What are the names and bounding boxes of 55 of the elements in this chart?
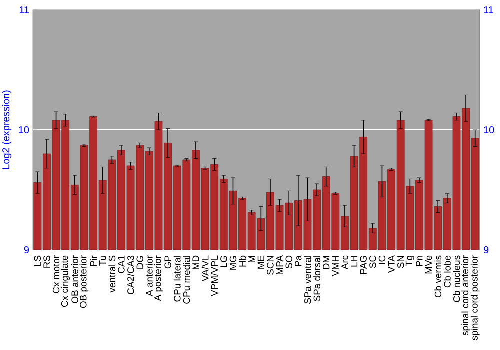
y-tick-label: 10 [19,126,30,134]
x-tick-label: PAG [360,256,367,274]
x-tick-label: MPA [276,255,284,274]
y2-tick-label: 9 [484,246,489,254]
x-tick-label: Tg [406,256,414,266]
x-tick-label: M [248,256,256,263]
x-tick-label: Pn [416,256,423,266]
x-tick-label: A anterior [146,256,153,296]
x-tick-label: spinal cord anterior [462,256,470,336]
x-tick-label: VA/VL [202,256,209,282]
x-tick-label: SN [398,256,404,268]
y-tick-label: 9 [24,246,30,254]
x-tick-label: IC [378,256,386,264]
x-tick-label: CA1 [118,256,125,274]
x-tick-label: LG [220,256,228,268]
x-tick-label: ventral S [108,256,116,293]
x-tick-label: SO [286,256,292,269]
x-tick-label: CPu medial [183,256,190,304]
y-tick-label: 11 [20,6,30,14]
x-tick-label: SCN [267,256,274,275]
x-tick-label: ME [258,256,264,269]
x-tick-label: LH [351,256,358,267]
x-tick-label: Hb [239,256,246,267]
x-tick-label: spinal cord posterior [470,256,480,340]
x-tick-label: CPu lateral [174,256,181,302]
x-tick-label: LS [34,256,42,266]
x-tick-label: DM [323,256,330,270]
x-tick-label: SC [370,256,376,268]
y-axis-title: Log2 (expression) [2,90,12,170]
x-tick-label: OB anterior [71,256,78,304]
x-tick-label: Cb vermis [434,256,442,298]
x-tick-label: SPa dorsal [314,256,321,302]
x-tick-label: CA2/CA3 [127,256,134,294]
x-tick-label: MVe [425,256,432,274]
x-tick-label: Cx cingulate [61,256,70,308]
x-tick-label: GP [164,256,172,269]
x-tick-label: MG [230,256,237,270]
x-tick-label: MD [192,256,200,270]
x-tick-label: VMH [332,256,339,276]
x-tick-label: Arc [342,256,348,270]
x-tick-label: Cb lobe [444,256,451,288]
x-tick-label: VPM/VPL [211,256,218,296]
x-tick-label: Tu [100,256,106,266]
x-tick-label: A posterior [154,256,164,302]
x-tick-label: Pa [295,255,302,266]
y2-tick-label: 11 [484,6,494,14]
x-tick-label: Cx motor [52,256,60,294]
y2-tick-label: 10 [484,126,494,134]
x-tick-label: Cb nucleus [453,256,460,302]
x-tick-label: RS [44,256,50,268]
x-tick-label: Pir [90,256,97,266]
x-tick-label: DG [136,256,144,269]
x-tick-label: OB posterior [80,256,89,308]
x-tick-label: VTA [388,255,395,274]
x-tick-label: SPa ventral [304,256,312,304]
